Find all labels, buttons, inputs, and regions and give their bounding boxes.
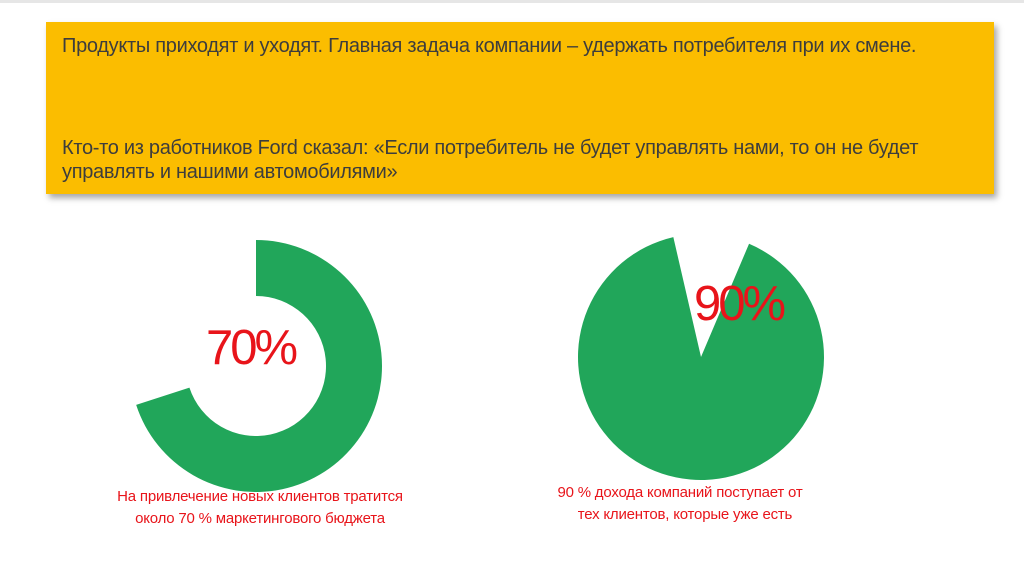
chart-70-label: 70% bbox=[206, 321, 298, 375]
right-caption: 90 % дохода компаний поступает от тех кл… bbox=[490, 482, 870, 526]
banner-paragraph-2: Кто-то из работников Ford сказал: «Если … bbox=[62, 137, 919, 183]
pie-segment bbox=[578, 237, 824, 480]
donut-segment bbox=[136, 240, 382, 493]
banner-paragraph-1: Продукты приходят и уходят. Главная зада… bbox=[62, 35, 917, 57]
left-caption-line-1: На привлечение новых клиентов тратится bbox=[117, 488, 403, 505]
quote-banner: Продукты приходят и уходят. Главная зада… bbox=[46, 22, 994, 194]
chart-90-label: 90% bbox=[694, 277, 786, 331]
left-caption-line-2: около 70 % маркетингового бюджета bbox=[135, 510, 385, 527]
right-caption-line-1: 90 % дохода компаний поступает от bbox=[557, 484, 803, 501]
left-caption: На привлечение новых клиентов тратится о… bbox=[70, 486, 450, 530]
right-caption-line-2: тех клиентов, которые уже есть bbox=[577, 506, 793, 523]
top-divider bbox=[0, 0, 1024, 3]
pie-chart-90 bbox=[578, 237, 824, 480]
donut-chart-70 bbox=[136, 240, 382, 493]
